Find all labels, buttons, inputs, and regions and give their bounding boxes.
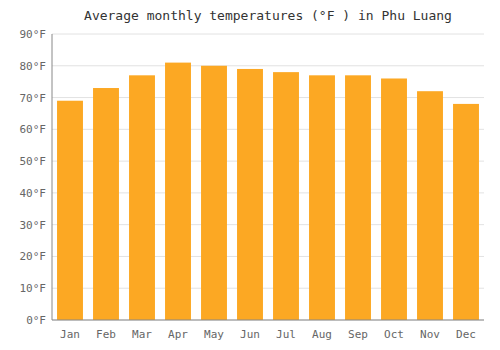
bar [381,78,407,320]
x-tick-label: Jan [60,328,80,341]
y-tick-label: 70°F [20,92,47,105]
y-tick-label: 20°F [20,250,47,263]
x-axis: Jan Feb Mar Apr May Jun Jul Aug Sep Oct Nov Dec [60,328,476,341]
bar [345,75,371,320]
bar [417,91,443,320]
x-tick-label: Apr [168,328,188,341]
bar [129,75,155,320]
x-tick-label: Nov [420,328,440,341]
bars [57,63,479,320]
x-tick-label: May [204,328,224,341]
grid-line [52,320,484,321]
x-tick-label: Dec [456,328,476,341]
x-tick-label: Oct [384,328,404,341]
x-tick-label: Jul [276,328,296,341]
bar [237,69,263,320]
x-tick-label: Jun [240,328,260,341]
y-tick-label: 80°F [20,60,47,73]
grid-line [52,34,484,35]
bar [165,63,191,320]
x-tick-label: Sep [348,328,368,341]
grid-line [52,65,484,66]
x-tick-label: Mar [132,328,152,341]
x-tick-label: Feb [96,328,116,341]
y-tick-label: 60°F [20,123,47,136]
y-tick-label: 90°F [20,28,47,41]
bar [201,66,227,320]
bar [57,101,83,320]
y-tick-label: 0°F [26,314,46,327]
y-tick-label: 30°F [20,219,47,232]
y-axis: 0°F 10°F 20°F 30°F 40°F 50°F 60°F 70°F 80°F 90°F [20,28,485,327]
bar [309,75,335,320]
bar [453,104,479,320]
chart-svg: Average monthly temperatures (°F ) in Ph… [0,0,500,350]
y-axis-line [52,34,53,320]
chart-title: Average monthly temperatures (°F ) in Ph… [84,8,452,23]
y-tick-label: 50°F [20,155,47,168]
y-tick-label: 10°F [20,282,47,295]
bar [93,88,119,320]
chart-container: Average monthly temperatures (°F ) in Ph… [0,0,500,350]
bar [273,72,299,320]
x-axis-line [52,320,484,321]
x-tick-label: Aug [312,328,332,341]
y-tick-label: 40°F [20,187,47,200]
